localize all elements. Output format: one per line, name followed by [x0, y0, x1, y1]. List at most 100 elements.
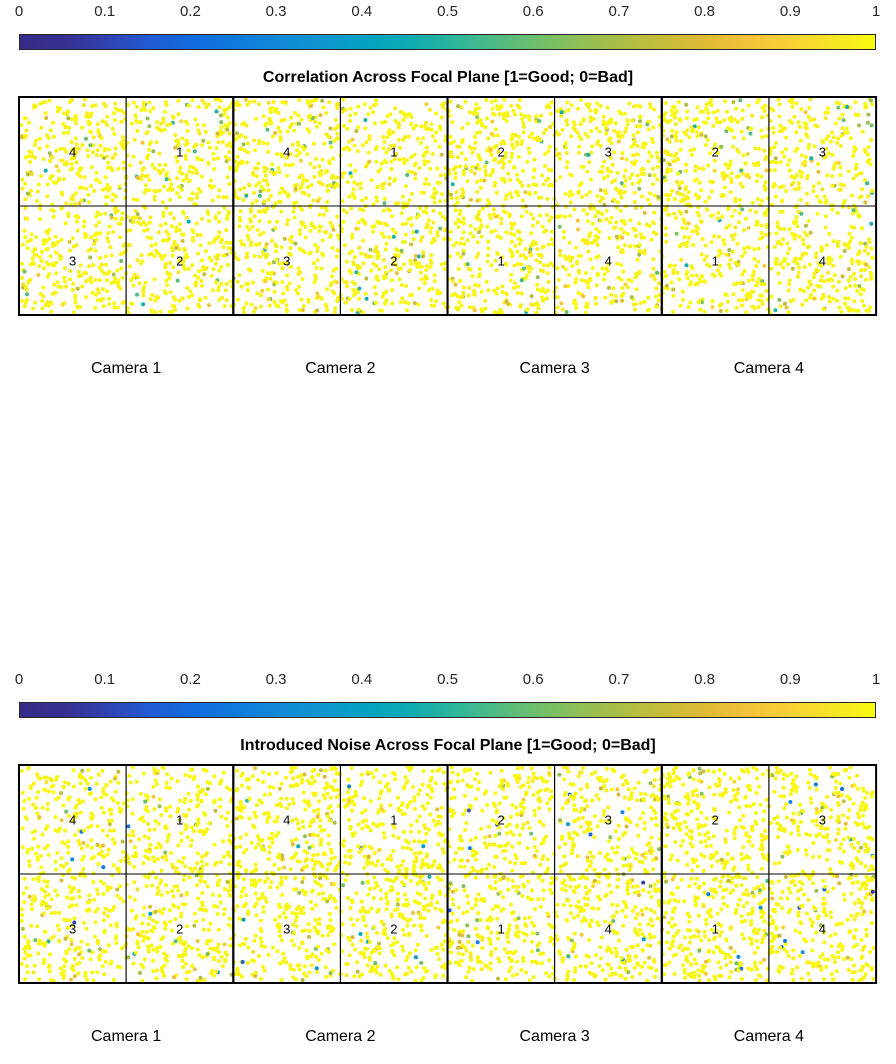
data-point — [440, 214, 445, 219]
data-point — [598, 199, 603, 204]
colorbar-tick-label: 0.1 — [94, 3, 116, 20]
data-point — [778, 185, 783, 190]
data-point — [153, 242, 158, 247]
data-point — [73, 300, 78, 305]
data-point — [45, 144, 50, 149]
data-point — [334, 795, 339, 800]
data-point — [25, 292, 29, 297]
data-point — [425, 801, 430, 806]
data-point — [519, 112, 524, 117]
data-point — [586, 134, 590, 139]
data-point — [438, 291, 443, 295]
data-point — [531, 175, 536, 180]
data-point — [853, 873, 858, 878]
data-point — [519, 142, 524, 146]
data-point — [255, 291, 260, 296]
data-point — [455, 144, 460, 149]
data-point — [332, 185, 337, 190]
data-point — [634, 271, 639, 276]
data-point — [341, 97, 346, 102]
data-point — [33, 300, 38, 305]
data-point — [92, 189, 97, 193]
data-point — [253, 306, 258, 311]
data-point — [277, 867, 282, 871]
data-point — [830, 183, 835, 188]
data-point — [383, 221, 388, 226]
data-point — [396, 795, 400, 800]
data-point — [383, 120, 388, 124]
data-point — [294, 153, 299, 158]
data-point — [632, 965, 637, 970]
data-point — [634, 152, 639, 157]
data-point — [702, 120, 706, 125]
data-point — [334, 905, 339, 910]
data-point — [798, 820, 803, 825]
data-point — [779, 242, 784, 247]
data-point — [584, 891, 589, 896]
data-point — [805, 134, 810, 139]
data-point — [733, 911, 738, 916]
data-point — [73, 136, 78, 141]
data-point — [852, 225, 857, 230]
data-point — [700, 274, 705, 279]
data-point — [304, 974, 309, 979]
data-point — [164, 278, 169, 283]
data-point — [545, 212, 550, 217]
data-point — [52, 291, 56, 296]
data-point — [595, 101, 600, 106]
data-point — [704, 106, 709, 111]
data-point — [733, 260, 738, 265]
data-point — [608, 136, 613, 141]
data-point — [102, 972, 107, 977]
data-point — [299, 117, 304, 122]
data-point — [186, 944, 191, 949]
data-point — [396, 137, 401, 142]
data-point — [315, 852, 320, 857]
data-point — [748, 131, 753, 136]
data-point — [436, 842, 441, 847]
data-point — [432, 187, 437, 191]
data-point — [30, 260, 35, 265]
data-point — [783, 256, 788, 261]
data-point — [844, 126, 849, 131]
data-point — [74, 150, 79, 155]
data-point — [33, 155, 38, 160]
data-point — [152, 166, 157, 171]
data-point — [169, 182, 174, 187]
data-point — [650, 923, 655, 928]
data-point — [777, 297, 782, 302]
data-point — [237, 224, 242, 229]
data-point — [541, 131, 546, 136]
data-point — [433, 138, 438, 143]
data-point — [719, 302, 724, 307]
data-point — [540, 857, 545, 862]
data-point — [417, 261, 421, 266]
colorbar-tick-label: 0.7 — [608, 671, 630, 688]
data-point — [469, 169, 474, 173]
data-point — [369, 254, 374, 259]
data-point — [652, 910, 657, 915]
data-point — [153, 298, 158, 303]
data-point — [866, 194, 871, 199]
data-point — [808, 230, 813, 235]
data-point — [48, 936, 53, 941]
data-point — [149, 309, 154, 314]
data-point — [348, 163, 353, 168]
data-point — [715, 216, 720, 221]
data-point — [368, 799, 373, 804]
data-point — [431, 208, 436, 213]
data-point — [469, 197, 473, 202]
data-point — [625, 888, 630, 892]
data-point — [554, 130, 559, 134]
data-point — [638, 104, 643, 109]
data-point — [366, 112, 371, 117]
data-point — [869, 98, 873, 103]
data-point — [369, 178, 374, 183]
data-point — [215, 131, 220, 136]
data-point — [74, 160, 79, 165]
data-point — [550, 183, 555, 188]
data-point — [463, 164, 468, 169]
data-point — [340, 922, 345, 927]
data-point — [105, 154, 110, 159]
data-point — [170, 187, 175, 192]
